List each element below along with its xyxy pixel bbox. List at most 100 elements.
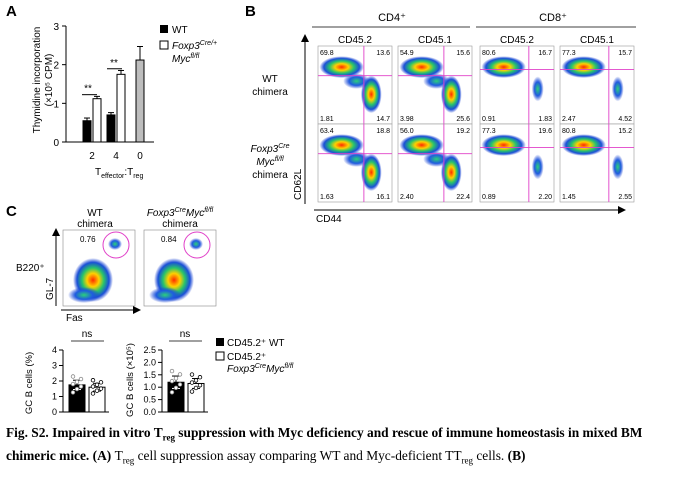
caption-lead: Fig. S2. Impaired in vitro Treg suppress… [6, 425, 643, 463]
c-replicate-dot [197, 383, 203, 388]
transition-population [343, 151, 370, 167]
row2-label-3: chimera [252, 170, 288, 181]
naive-population [561, 134, 606, 156]
panel-a-ylabel: Thymidine incorporation (×10⁵ CPM) [32, 27, 55, 134]
c-ytick-label: 2 [52, 376, 57, 386]
c-ytick-label: 3 [52, 361, 57, 371]
a-xtick-label: 4 [113, 151, 119, 162]
c-gate-wt [102, 231, 130, 259]
transition-population [343, 73, 370, 89]
quadrant-value-ul: 69.8 [320, 50, 334, 57]
c-ytick-label: 1.5 [143, 370, 156, 380]
quadrant-value-ur: 19.2 [456, 128, 470, 135]
a-sig-2: ** [110, 58, 118, 69]
cd62l-label: CD62L [293, 168, 304, 200]
legend-ko-swatch [159, 40, 169, 50]
cd44-arrowhead [618, 206, 626, 214]
c-ylabel-2-wrap: GC B cells (×10⁵) [125, 343, 136, 417]
c-replicate-dot [189, 372, 195, 377]
fas-arrowhead [133, 306, 141, 314]
quadrant-value-lr: 4.52 [618, 116, 632, 123]
legend-ko-label: Foxp3Cre/+ [172, 40, 217, 52]
column-header: CD45.2 [500, 35, 534, 46]
naive-population [561, 56, 606, 78]
c-replicate-dot [70, 381, 76, 387]
panel-c-label: C [6, 203, 17, 220]
quadrant-value-ur: 15.6 [456, 50, 470, 57]
c-ytick-label: 0 [52, 407, 57, 417]
a-xtick-label: 2 [89, 151, 95, 162]
transition-population [423, 73, 450, 89]
c-replicate-dot [70, 390, 76, 395]
panel-a-ylabel-1: Thymidine incorporation [32, 27, 43, 134]
row1-label-2: chimera [252, 87, 288, 98]
quadrant-value-ul: 77.3 [562, 50, 576, 57]
c-gate-wt-value: 0.76 [80, 235, 96, 244]
panel-b-label: B [245, 3, 256, 20]
c-replicate-dot [193, 378, 199, 383]
effector-population [611, 154, 624, 180]
quadrant-value-ll: 1.81 [320, 116, 334, 123]
caption-a: (A) Treg cell suppression assay comparin… [89, 447, 526, 466]
quadrant-value-ul: 80.8 [562, 128, 576, 135]
figure-caption: Fig. S2. Impaired in vitro Treg suppress… [6, 424, 694, 469]
panel-a-xlabel: Teffector:Treg [95, 167, 143, 180]
c-ytick-label: 1.0 [143, 382, 156, 392]
c-legend-ko-swatch [215, 351, 225, 361]
a-bar [135, 59, 145, 143]
panel-a-chart: 0 1 2 3 2 4 0 ** ** [53, 22, 154, 162]
quadrant-value-ul: 63.4 [320, 128, 334, 135]
quadrant-value-ur: 13.6 [376, 50, 390, 57]
cd44-label: CD44 [316, 214, 342, 225]
c-replicate-dot [90, 384, 96, 389]
quadrant-value-ll: 3.98 [400, 116, 414, 123]
c-ytick-label: 1 [52, 392, 57, 402]
effector-population [611, 76, 624, 102]
a-bar [82, 120, 92, 143]
quadrant-value-lr: 14.7 [376, 116, 390, 123]
fas-label: Fas [66, 313, 83, 324]
c-replicate-dot [98, 380, 104, 385]
quadrant-value-ll: 2.47 [562, 116, 576, 123]
quadrant-value-lr: 2.20 [538, 194, 552, 201]
ns-1: ns [82, 329, 93, 340]
quadrant-value-ul: 77.3 [482, 128, 496, 135]
column-header: CD45.2 [338, 35, 372, 46]
effector-population [531, 76, 544, 102]
c-ytick-label: 2.5 [143, 345, 156, 355]
c-replicate-dot [90, 391, 96, 396]
c-replicate-dot [193, 385, 199, 391]
legend-ko-label-2: Mycfl/fl [172, 53, 200, 65]
a-ytick-label: 1 [53, 99, 59, 110]
quadrant-value-ll: 1.63 [320, 194, 334, 201]
naive-population [481, 56, 526, 78]
c-replicate-dot [78, 384, 84, 389]
c-replicate-dot [197, 375, 203, 380]
c-gate-ko [183, 231, 211, 259]
c-replicate-dot [94, 388, 100, 393]
a-bar [106, 114, 116, 143]
naive-population [319, 56, 364, 78]
c-replicate-dot [70, 374, 76, 379]
quadrant-value-ur: 18.8 [376, 128, 390, 135]
group-cd4-label: CD4⁺ [378, 12, 406, 24]
transition-population [423, 151, 450, 167]
c-ylabel-1: GC B cells (%) [24, 352, 35, 414]
c-chart-count: 0.0 0.5 1.0 1.5 2.0 2.5 [143, 345, 208, 417]
c-ylabel-2: GC B cells (×10⁵) [125, 343, 136, 417]
c-replicate-dot [177, 382, 183, 387]
c-replicate-dot [74, 379, 80, 385]
legend-wt-label: WT [172, 25, 188, 36]
row2-label-1: Foxp3Cre [250, 143, 289, 155]
c-ytick-label: 0.0 [143, 407, 156, 417]
c-ylabel-1-wrap: GC B cells (%) [24, 352, 35, 414]
c-gate-ko-value: 0.84 [161, 235, 177, 244]
a-bar [116, 73, 126, 143]
quadrant-value-lr: 1.83 [538, 116, 552, 123]
quadrant-value-ur: 15.7 [618, 50, 632, 57]
c-replicate-dot [78, 376, 84, 382]
c-chart-percent: 0 1 2 3 4 [52, 345, 109, 417]
quadrant-value-ll: 2.40 [400, 194, 414, 201]
c-flow-wt: 0.76 [62, 229, 136, 307]
a-ytick-label: 3 [53, 22, 59, 33]
